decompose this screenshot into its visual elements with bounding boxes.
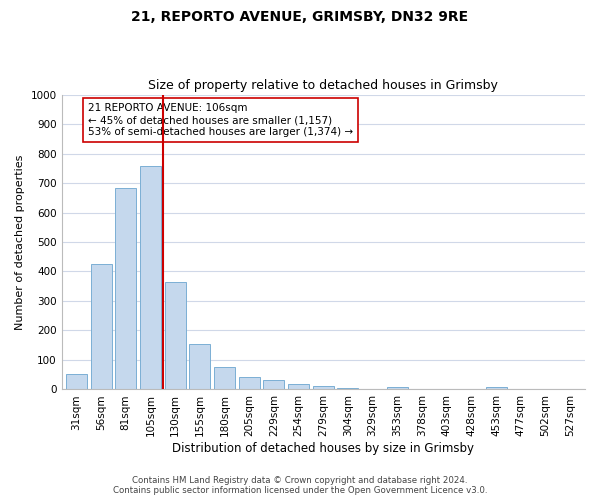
Bar	[387, 387, 408, 390]
Y-axis label: Number of detached properties: Number of detached properties	[15, 154, 25, 330]
X-axis label: Distribution of detached houses by size in Grimsby: Distribution of detached houses by size …	[172, 442, 474, 455]
Bar	[164, 282, 185, 390]
Bar	[239, 378, 260, 390]
Bar	[313, 386, 334, 390]
Text: 21 REPORTO AVENUE: 106sqm
← 45% of detached houses are smaller (1,157)
53% of se: 21 REPORTO AVENUE: 106sqm ← 45% of detac…	[88, 104, 353, 136]
Title: Size of property relative to detached houses in Grimsby: Size of property relative to detached ho…	[148, 79, 498, 92]
Bar	[190, 344, 211, 390]
Bar	[263, 380, 284, 390]
Text: 21, REPORTO AVENUE, GRIMSBY, DN32 9RE: 21, REPORTO AVENUE, GRIMSBY, DN32 9RE	[131, 10, 469, 24]
Bar	[485, 388, 506, 390]
Bar	[288, 384, 309, 390]
Bar	[91, 264, 112, 390]
Bar	[214, 368, 235, 390]
Bar	[66, 374, 87, 390]
Text: Contains HM Land Registry data © Crown copyright and database right 2024.
Contai: Contains HM Land Registry data © Crown c…	[113, 476, 487, 495]
Bar	[115, 188, 136, 390]
Bar	[140, 166, 161, 390]
Bar	[337, 388, 358, 390]
